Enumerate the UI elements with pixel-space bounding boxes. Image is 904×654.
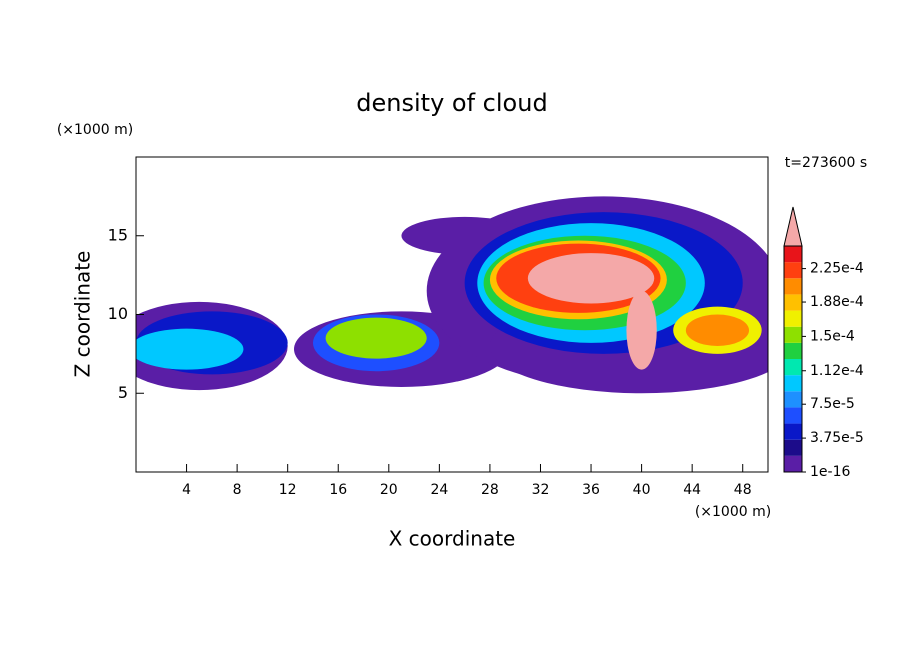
colorbar-band [784,455,802,472]
colorbar-band [784,359,802,376]
colorbar-band [784,310,802,327]
colorbar-band [784,278,802,295]
time-annotation: t=273600 s [785,155,867,171]
colorbar-band [784,294,802,311]
contour-field [136,196,768,394]
colorbar-band [784,423,802,440]
x-tick-label: 20 [380,482,398,498]
colorbar-band [784,262,802,279]
cloud-region [325,317,427,359]
x-tick-label: 40 [633,482,651,498]
x-tick-label: 4 [182,482,191,498]
colorbar-tick-label: 7.5e-5 [810,396,855,412]
cloud-region [136,328,244,370]
cloud-region [527,253,655,304]
x-tick-label: 8 [233,482,242,498]
x-unit: (×1000 m) [695,504,771,520]
x-tick-label: 32 [532,482,550,498]
y-tick-label: 10 [108,304,128,323]
x-tick-label: 16 [329,482,347,498]
colorbar-frame [783,245,803,473]
colorbar-band [784,246,802,263]
colorbar-band [784,439,802,456]
x-tick-label: 24 [430,482,448,498]
x-tick-label: 48 [734,482,752,498]
cloud-region [626,290,657,370]
x-tick-label: 28 [481,482,499,498]
colorbar-tick-label: 2.25e-4 [810,261,864,277]
colorbar-tick-label: 1e-16 [810,464,850,480]
y-tick-label: 15 [108,225,128,244]
colorbar-band [784,326,802,343]
colorbar-band [784,391,802,408]
x-tick-label: 44 [683,482,701,498]
colorbar-band [784,375,802,392]
y-tick-label: 5 [118,383,128,402]
y-unit: (×1000 m) [57,122,133,138]
colorbar-extend [783,206,803,247]
colorbar-tick-label: 1.88e-4 [810,294,864,310]
chart-title: density of cloud [356,89,547,117]
colorbar-tick-label: 1.12e-4 [810,363,864,379]
cloud-region [685,314,750,346]
y-axis-label: Z coordinate [71,251,95,378]
x-axis-label: X coordinate [389,527,516,551]
colorbar-tick-label: 1.5e-4 [810,328,855,344]
x-tick-label: 36 [582,482,600,498]
colorbar-tick-label: 3.75e-5 [810,430,864,446]
x-tick-label: 12 [279,482,297,498]
colorbar-band [784,407,802,424]
colorbar-band [784,342,802,359]
